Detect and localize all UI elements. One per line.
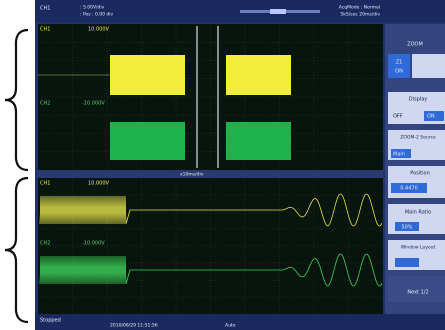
position-value-bg xyxy=(391,183,427,193)
zoom-ch2-level: -10.000V xyxy=(82,101,105,107)
z1-button[interactable] xyxy=(388,54,410,78)
status-date: 2010/06/29 11:51:56 xyxy=(110,323,158,329)
source-main: Main xyxy=(393,152,405,158)
z1-state: ON xyxy=(395,69,403,75)
source-main-bg xyxy=(391,149,411,158)
main-ch1-wave xyxy=(39,193,383,227)
layout: Window Layout xyxy=(401,245,436,251)
menu-title: ZOOM xyxy=(407,42,423,48)
display-on: ON xyxy=(427,114,435,120)
zoom-ch1-pulse xyxy=(110,55,185,95)
display-off: OFF xyxy=(393,114,403,120)
zoom-ch1-pulse xyxy=(226,55,291,95)
sample: 5kS/sec 20ms/div xyxy=(340,12,380,18)
zoom-time: x10ms/div xyxy=(180,172,204,178)
main-ch2-label: CH2 xyxy=(40,241,50,247)
status-state: Stopped xyxy=(40,318,61,324)
source: ZOOM-2 Source xyxy=(400,135,436,141)
status-mode: Auto xyxy=(225,323,236,329)
position-value: 0.4470 xyxy=(400,186,418,192)
status-bar xyxy=(35,314,445,330)
zoom-ch1-label: CH1 xyxy=(40,27,50,33)
display-on-bg xyxy=(424,111,444,121)
next-box[interactable] xyxy=(388,276,445,302)
layout-icon xyxy=(395,258,419,267)
main-ch1-level: 10.000V xyxy=(88,181,109,187)
record-window xyxy=(270,9,286,14)
divider xyxy=(38,170,383,178)
zoom-ch2-label: CH2 xyxy=(40,101,50,107)
ratio-value-bg xyxy=(395,222,419,231)
zoom-ch1-level: 10.000V xyxy=(88,27,109,33)
channel: CH1 xyxy=(40,6,50,12)
position-label: Position xyxy=(410,171,429,177)
acq-mode: AcqMode : Normal xyxy=(339,5,380,11)
main-ch1-label: CH1 xyxy=(40,181,50,187)
ratio: Main Ratio xyxy=(405,210,431,216)
brace-zoom xyxy=(4,28,29,172)
z1: Z1 xyxy=(396,60,403,66)
zoom-ch2-pulse xyxy=(226,122,291,160)
display: Display xyxy=(409,97,427,103)
ratio-value: 50% xyxy=(401,225,412,231)
zoom-ch2-pulse xyxy=(110,122,185,160)
brace-main xyxy=(4,176,29,324)
position: : Pos : 0.00 div xyxy=(80,12,114,18)
main-ch2-level: -10.000V xyxy=(82,241,105,247)
next: Next 1/2 xyxy=(407,290,428,296)
z2-button[interactable] xyxy=(412,54,445,78)
main-ch2-wave xyxy=(39,253,383,287)
scale: : 5.00V/div xyxy=(80,5,105,11)
zoom-grid xyxy=(38,24,383,170)
